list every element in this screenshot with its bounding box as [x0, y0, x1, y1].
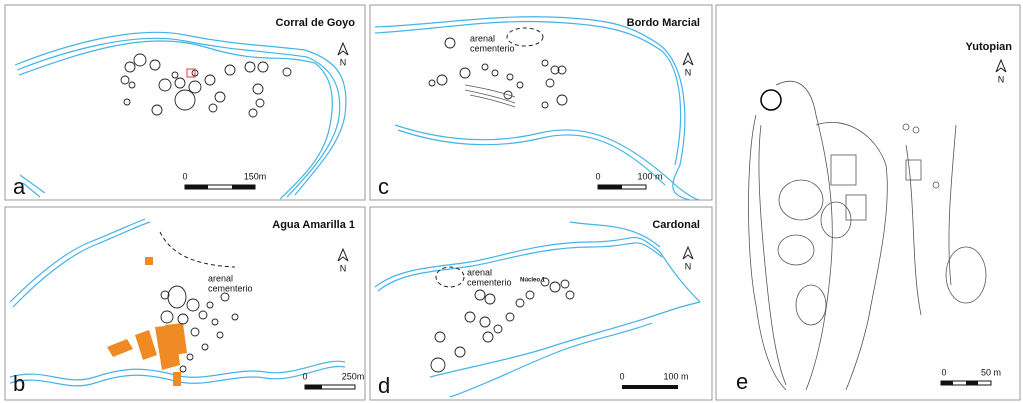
- text-label: cementerio: [470, 43, 515, 53]
- text-label: cementerio: [208, 283, 253, 293]
- text-label: 250m: [342, 371, 365, 381]
- shape: [232, 185, 255, 189]
- shape: [966, 381, 978, 385]
- panel-c: Bordo Marcial N arenal cementerio 0 100 …: [370, 5, 712, 200]
- panel-b: Agua Amarilla 1 N arenal cementerio 0 25…: [5, 207, 365, 400]
- orange-area: [173, 372, 181, 386]
- text-label: N: [340, 57, 347, 67]
- orange-area: [145, 257, 153, 265]
- text-label: Corral de Goyo: [276, 17, 356, 29]
- panel-frame: [370, 207, 712, 400]
- text-label: 100 m: [637, 171, 662, 181]
- text-label: b: [13, 371, 25, 396]
- text-label: c: [378, 174, 389, 199]
- text-label: d: [378, 373, 390, 398]
- text-label: e: [736, 369, 748, 394]
- shape: [598, 185, 622, 189]
- text-label: 0: [941, 367, 946, 377]
- shape: [622, 385, 678, 389]
- text-label: 0: [182, 171, 187, 181]
- text-label: Bordo Marcial: [627, 17, 700, 29]
- text-label: 0: [302, 371, 307, 381]
- text-label: 50 m: [981, 367, 1001, 377]
- text-label: N: [685, 261, 692, 271]
- text-label: 0: [595, 171, 600, 181]
- shape: [305, 385, 322, 389]
- text-label: arenal: [467, 267, 492, 277]
- panel-a: Corral de Goyo N 0 150m a: [5, 5, 365, 200]
- text-label: a: [13, 174, 26, 199]
- text-label: arenal: [208, 273, 233, 283]
- text-label: N: [340, 263, 347, 273]
- panel-e: Yutopian N 0 50 m e: [716, 5, 1020, 400]
- text-label: 150m: [244, 171, 267, 181]
- figure: Corral de Goyo N 0 150m a Agua Amarilla …: [0, 0, 1023, 403]
- text-label: N: [685, 67, 692, 77]
- text-label: Núcleo 1: [520, 278, 546, 284]
- text-label: N: [998, 74, 1005, 84]
- shape: [941, 381, 953, 385]
- shape: [185, 185, 208, 189]
- text-label: cementerio: [467, 277, 512, 287]
- text-label: arenal: [470, 33, 495, 43]
- text-label: 100 m: [663, 371, 688, 381]
- panel-d: Cardonal N arenal cementerio Núcleo 1 0 …: [370, 207, 712, 400]
- text-label: Agua Amarilla 1: [272, 219, 355, 231]
- panel-frame: [716, 5, 1020, 400]
- text-label: Yutopian: [966, 41, 1013, 53]
- text-label: Cardonal: [652, 219, 700, 231]
- text-label: 0: [619, 371, 624, 381]
